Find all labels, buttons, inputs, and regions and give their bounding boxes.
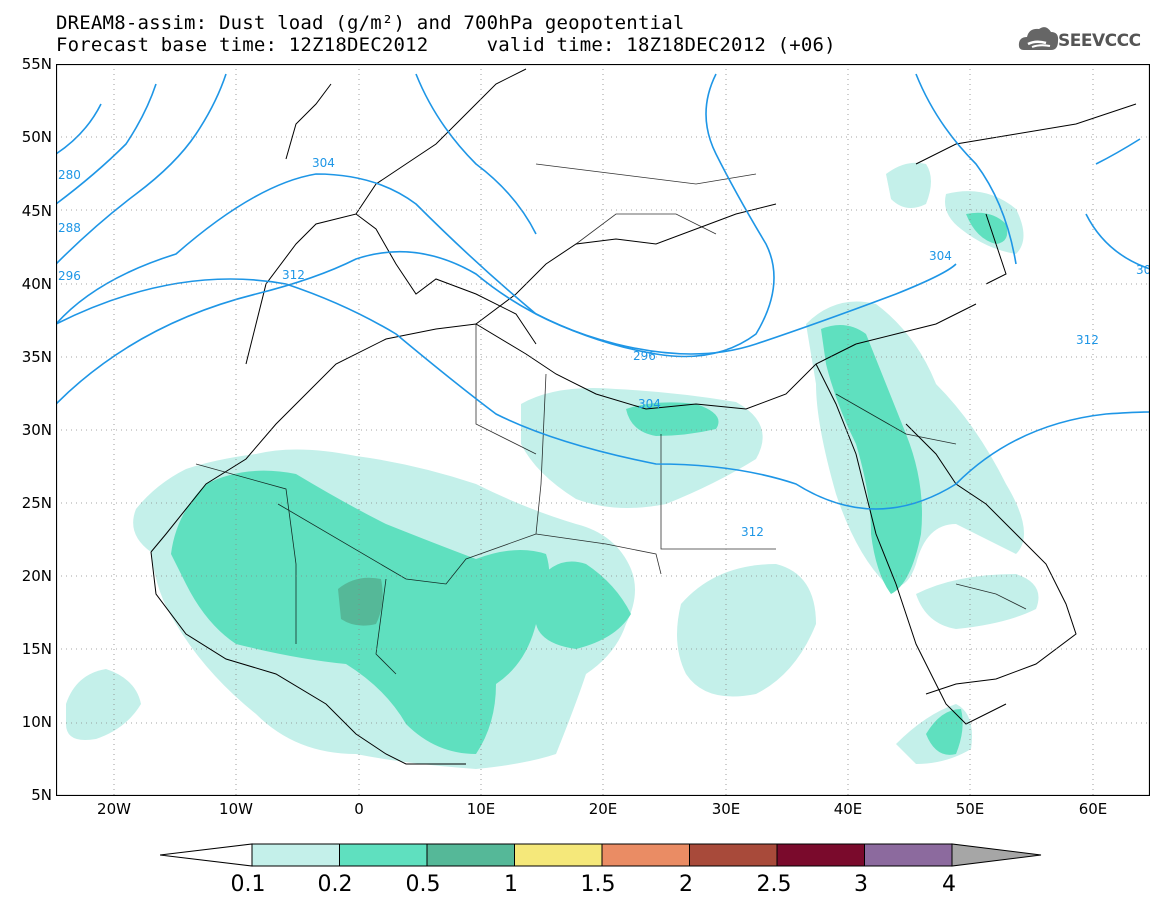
contour-label: 304	[638, 397, 661, 411]
contour-label: 304	[929, 249, 952, 263]
colorbar-cell	[776, 843, 865, 867]
country-borders	[195, 163, 1027, 675]
colorbar	[160, 843, 1042, 867]
lat-label: 55N	[21, 55, 52, 73]
contour-label: 280	[58, 168, 81, 182]
dust-map: 280 288 296 304 312 296 304 312 304 312 …	[56, 64, 1150, 796]
cloud-logo-icon	[1018, 27, 1059, 50]
contour-label: 312	[741, 525, 764, 539]
colorbar-label: 0.5	[405, 872, 441, 897]
lat-label: 20N	[21, 567, 52, 585]
lat-label: 40N	[21, 275, 52, 293]
contour-label: 296	[633, 349, 656, 363]
lon-label: 0	[354, 800, 364, 818]
contour-label: 296	[58, 269, 81, 283]
colorbar-low-triangle	[160, 843, 253, 867]
contour-label: 312	[1076, 333, 1099, 347]
lat-label: 35N	[21, 348, 52, 366]
lat-label: 15N	[21, 640, 52, 658]
lon-label: 20E	[588, 800, 618, 818]
map-frame	[56, 64, 1150, 796]
lon-label: 40E	[833, 800, 863, 818]
colorbar-label: 0.1	[230, 872, 266, 897]
geopotential-contours	[56, 73, 1150, 510]
colorbar-cell	[689, 843, 778, 867]
colorbar-label: 2	[679, 872, 693, 897]
contour-label: 30	[1136, 263, 1150, 277]
gridlines	[56, 64, 1150, 796]
colorbar-label: 1	[504, 872, 518, 897]
lon-label: 50E	[955, 800, 985, 818]
colorbar-cell	[514, 843, 603, 867]
colorbar-high-triangle	[951, 843, 1042, 867]
lon-label: 30E	[711, 800, 741, 818]
lat-label: 30N	[21, 421, 52, 439]
lat-label: 25N	[21, 494, 52, 512]
colorbar-cell	[426, 843, 515, 867]
chart-title-line-2: Forecast base time: 12Z18DEC2012 valid t…	[56, 34, 836, 56]
colorbar-cell	[864, 843, 953, 867]
dust-shading-dark	[338, 577, 383, 626]
colorbar-label: 0.2	[317, 872, 353, 897]
colorbar-label: 4	[942, 872, 956, 897]
colorbar-cell	[601, 843, 690, 867]
lat-label: 50N	[21, 128, 52, 146]
contour-label: 304	[312, 156, 335, 170]
colorbar-cell	[251, 843, 340, 867]
chart-title-line-1: DREAM8-assim: Dust load (g/m²) and 700hP…	[56, 12, 685, 34]
lon-label: 60E	[1078, 800, 1108, 818]
contour-label: 288	[58, 221, 81, 235]
contour-labels: 280 288 296 304 312 296 304 312 304 312 …	[58, 156, 1150, 539]
lon-label: 10W	[219, 800, 253, 818]
lon-label: 10E	[466, 800, 496, 818]
colorbar-label: 1.5	[580, 872, 616, 897]
lat-label: 45N	[21, 202, 52, 220]
lat-label: 5N	[31, 786, 52, 804]
contour-label: 312	[282, 268, 305, 282]
colorbar-cell	[339, 843, 428, 867]
colorbar-label: 2.5	[756, 872, 792, 897]
logo-text: SEEVCCC	[1058, 31, 1141, 51]
lat-label: 10N	[21, 713, 52, 731]
lon-label: 20W	[97, 800, 131, 818]
colorbar-label: 3	[854, 872, 868, 897]
